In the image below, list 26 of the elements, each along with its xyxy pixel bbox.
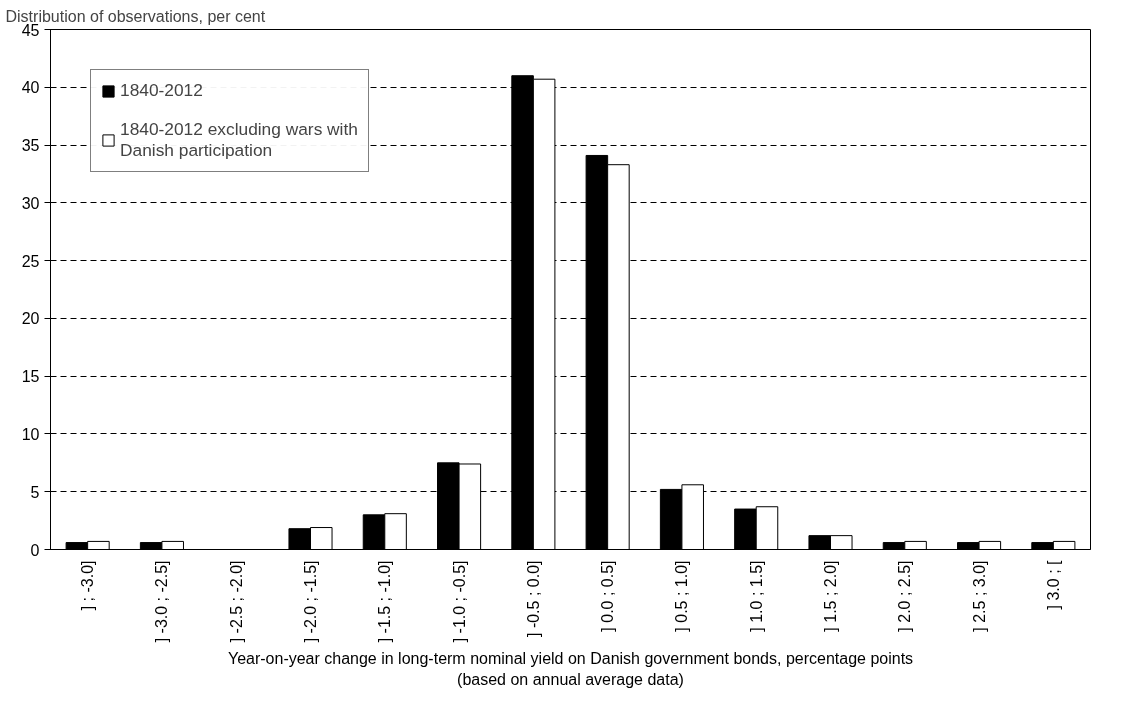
legend-label: 1840-2012 bbox=[120, 80, 203, 101]
x-tick-label: ] 2.0 ; 2.5] bbox=[896, 560, 914, 632]
x-tick-label: ] 1.0 ; 1.5] bbox=[747, 560, 765, 632]
y-tick-label: 0 bbox=[30, 541, 40, 559]
x-tick-label: ] 3.0 ; [ bbox=[1044, 559, 1062, 610]
legend-label: 1840-2012 excluding wars with Danish participation bbox=[120, 119, 358, 161]
y-tick-label: 25 bbox=[21, 252, 40, 270]
y-tick-label: 5 bbox=[30, 483, 40, 501]
x-tick-label: ] -1.5 ; -1.0] bbox=[376, 560, 394, 643]
y-tick-label: 20 bbox=[21, 310, 40, 328]
y-tick-label: 40 bbox=[21, 79, 40, 97]
x-tick-label: ] -0.5 ; 0.0] bbox=[524, 560, 542, 637]
x-tick-label: ] -3.0 ; -2.5] bbox=[153, 560, 171, 643]
x-axis-title: Year-on-year change in long-term nominal yield on Danish government bonds, percentage points (based on annual average data) bbox=[227, 650, 914, 688]
y-tick-label: 10 bbox=[21, 425, 40, 443]
y-tick-label: 35 bbox=[21, 137, 40, 155]
x-tick-label: ] -1.0 ; -0.5] bbox=[450, 560, 468, 643]
x-tick-label: ] 0.0 ; 0.5] bbox=[599, 560, 617, 632]
x-tick-label: ] 0.5 ; 1.0] bbox=[673, 560, 691, 632]
x-tick-label: ] ; -3.0] bbox=[79, 560, 97, 611]
y-tick-label: 30 bbox=[21, 194, 40, 212]
x-tick-label: ] 2.5 ; 3.0] bbox=[970, 560, 988, 632]
x-tick-label: ] -2.0 ; -1.5] bbox=[302, 560, 319, 643]
x-tick-label: ] -2.5 ; -2.0] bbox=[227, 560, 245, 643]
y-tick-label: 15 bbox=[21, 368, 40, 386]
x-tick-label: ] 1.5 ; 2.0] bbox=[822, 560, 839, 632]
